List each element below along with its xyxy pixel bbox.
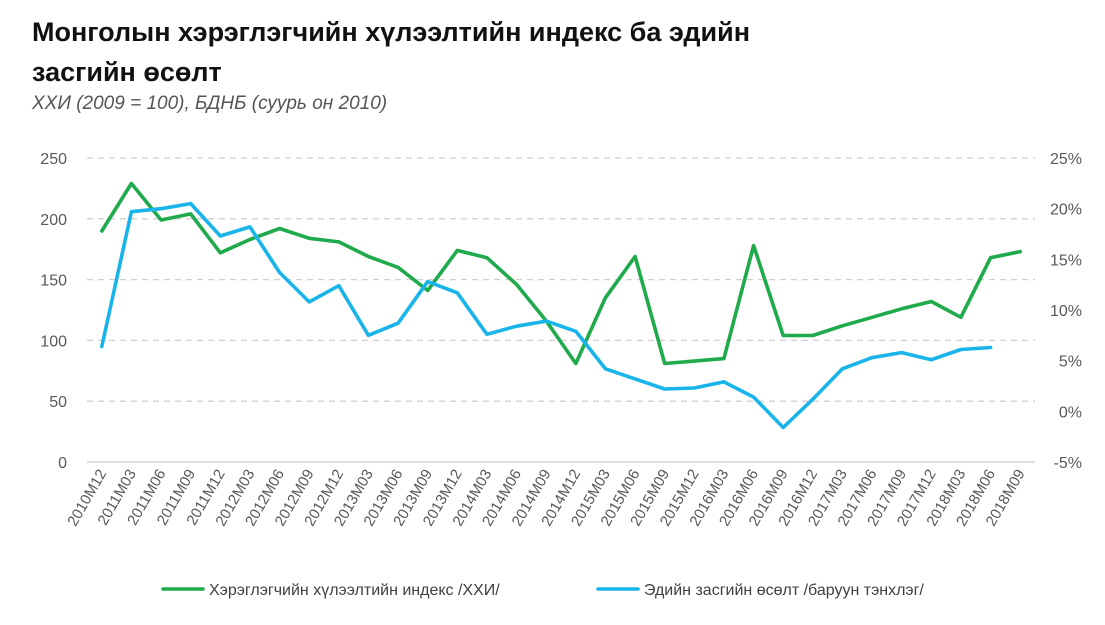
left-y-tick-label: 50: [49, 394, 67, 411]
series-line-1: [100, 181, 1022, 366]
right-y-tick-label: 5%: [1059, 354, 1082, 371]
right-y-tick-label: 0%: [1059, 404, 1082, 421]
series-line-2: [100, 201, 993, 430]
left-y-tick-label: 100: [40, 333, 67, 350]
right-y-tick-label: 15%: [1050, 252, 1082, 269]
legend-label-1: Хэрэглэгчийн хүлээлтийн индекс /ХХИ/: [209, 582, 500, 599]
right-y-tick-label: -5%: [1054, 455, 1082, 472]
left-y-tick-label: 200: [40, 212, 67, 229]
left-y-tick-label: 150: [40, 273, 67, 290]
chart-title: Монголын хэрэглэгчийн хүлээлтийн индекс …: [32, 12, 932, 92]
chart-subtitle: ХХИ (2009 = 100), БДНБ (суурь он 2010): [32, 93, 388, 114]
chart-title-line-2: засгийн өсөлт: [32, 57, 222, 87]
x-axis-tick-labels: 2010M122011M032011M062011M092011M122012M…: [64, 467, 1028, 530]
legend-label-2: Эдийн засгийн өсөлт /баруун тэнхлэг/: [644, 582, 924, 599]
right-y-tick-label: 25%: [1050, 151, 1082, 168]
left-y-tick-label: 0: [58, 455, 67, 472]
right-y-axis: -5% 0% 5% 10% 15% 20% 25%: [1050, 151, 1082, 472]
right-y-tick-label: 20%: [1050, 202, 1082, 219]
legend: Хэрэглэгчийн хүлээлтийн индекс /ХХИ/Эдий…: [161, 582, 924, 599]
left-y-tick-label: 250: [40, 151, 67, 168]
right-y-tick-label: 10%: [1050, 303, 1082, 320]
series-lines: [100, 181, 1022, 430]
chart-title-line-1: Монголын хэрэглэгчийн хүлээлтийн индекс …: [32, 17, 751, 47]
left-y-axis: 0 50 100 150 200 250: [40, 151, 67, 472]
gridlines: [87, 157, 1035, 402]
